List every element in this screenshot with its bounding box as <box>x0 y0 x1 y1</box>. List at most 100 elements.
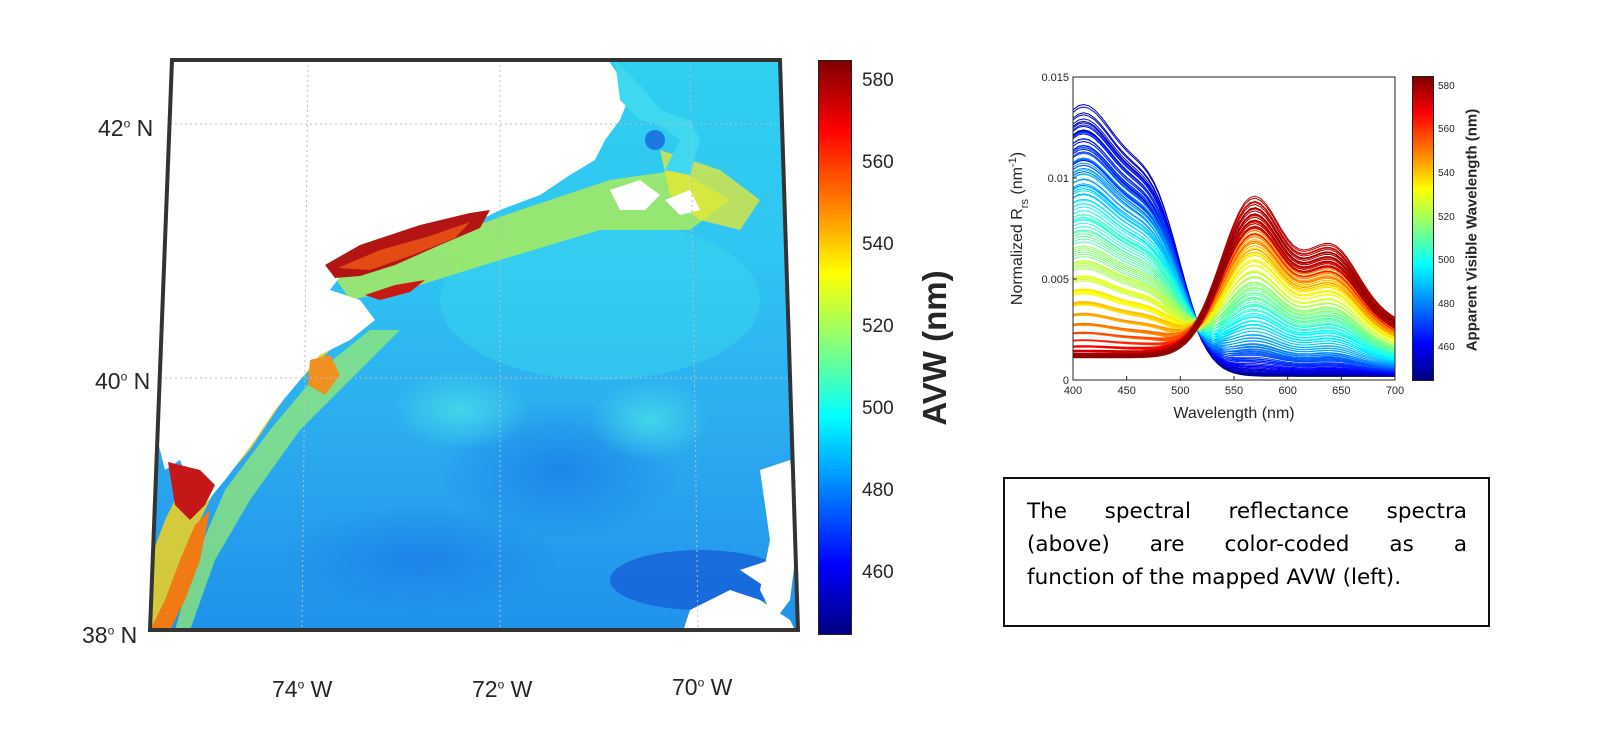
avw-map <box>147 58 801 632</box>
spectrum-line <box>1073 195 1395 352</box>
spectrum-line <box>1073 225 1395 356</box>
spectra-lines <box>1073 103 1395 377</box>
spectrum-line <box>1073 216 1395 351</box>
lat-label-42: 42o N <box>98 115 154 141</box>
spectra-colorbar-label: Apparent Visible Wavelength (nm) <box>1463 108 1481 352</box>
cape-cod <box>615 60 700 175</box>
spectrum-line <box>1073 171 1395 370</box>
x-tick-label: 400 <box>1064 385 1082 397</box>
x-axis-label: Wavelength (nm) <box>1173 405 1294 422</box>
spectrum-line <box>1073 138 1395 370</box>
spectra-colorbar <box>1412 76 1434 381</box>
spectrum-line <box>1073 194 1395 360</box>
spectrum-line <box>1073 210 1395 358</box>
x-tick-label: 600 <box>1278 385 1296 397</box>
spectrum-line <box>1073 218 1395 361</box>
spectrum-line <box>1073 202 1395 355</box>
spectra-colorbar-tick: 500 <box>1438 255 1455 267</box>
caption-line: The spectral reflectance spectra <box>1027 499 1467 524</box>
lat-label-38: 38o N <box>82 622 138 648</box>
map-colorbar-label: AVW (nm) <box>916 270 953 426</box>
spectrum-line <box>1073 241 1395 354</box>
coastal-strip <box>365 280 425 300</box>
coastal-strip <box>308 355 340 395</box>
spectrum-line <box>1073 229 1395 358</box>
spectrum-line <box>1073 253 1395 350</box>
spectrum-line <box>1073 222 1395 355</box>
spectrum-line <box>1073 188 1395 365</box>
spectrum-line <box>1073 233 1395 349</box>
spectrum-line <box>1073 219 1395 358</box>
x-tick-label: 450 <box>1117 385 1135 397</box>
eddy-feature <box>280 505 560 615</box>
spectrum-line <box>1073 164 1395 369</box>
spectrum-line <box>1073 148 1395 375</box>
spectrum-line <box>1073 259 1395 340</box>
spectrum-line <box>1073 266 1395 347</box>
spectrum-line <box>1073 197 1395 354</box>
caption-text: The spectral reflectance spectra (above)… <box>1027 495 1467 594</box>
caption-line: function of the mapped AVW (left). <box>1027 565 1402 590</box>
spectra-chart: 400 450 500 550 600 650 700 0 0.005 0.01 0.015 Wave… <box>1007 72 1404 422</box>
lon-label-72: 72o W <box>472 676 533 702</box>
spectrum-line <box>1073 144 1395 370</box>
spectrum-line <box>1073 145 1395 373</box>
caption-line: (above) are color-coded as a <box>1027 532 1467 557</box>
eddy-feature <box>590 380 710 460</box>
islands <box>665 190 700 215</box>
spectrum-line <box>1073 178 1395 368</box>
coastal-strip <box>150 510 210 630</box>
eddy-feature <box>390 370 530 450</box>
y-axis-label: Normalized Rrs (nm-1) <box>1007 152 1031 305</box>
spectrum-line <box>1073 122 1395 376</box>
spectra-colorbar-tick: 540 <box>1438 168 1455 180</box>
spectrum-line <box>1073 253 1395 337</box>
lon-label-74: 74o W <box>272 676 333 702</box>
spectrum-line <box>1073 203 1395 355</box>
spectrum-line <box>1073 207 1395 357</box>
map-colorbar <box>818 60 852 635</box>
spectrum-line <box>1073 271 1395 343</box>
spectrum-line <box>1073 214 1395 360</box>
map-colorbar-tick: 460 <box>862 562 894 584</box>
spectrum-line <box>1073 260 1395 340</box>
shelf-band <box>175 330 400 630</box>
spectra-colorbar-tick: 560 <box>1438 124 1455 136</box>
spectrum-line <box>1073 251 1395 337</box>
spectrum-line <box>1073 219 1395 353</box>
land-mass <box>150 60 630 510</box>
spectrum-line <box>1073 275 1395 345</box>
spectrum-line <box>1073 214 1395 353</box>
spectrum-line <box>1073 203 1395 363</box>
eddy-feature <box>440 220 760 380</box>
lat-label-40: 40o N <box>95 368 151 394</box>
spectrum-line <box>1073 245 1395 335</box>
cloud-mask <box>740 560 790 590</box>
spectra-colorbar-tick: 520 <box>1438 211 1455 223</box>
lon-label-70: 70o W <box>672 674 733 700</box>
spectrum-line <box>1073 131 1395 369</box>
spectrum-line <box>1073 140 1395 375</box>
spectrum-line <box>1073 206 1395 357</box>
map-colorbar-tick: 480 <box>862 480 894 502</box>
islands <box>610 180 660 210</box>
cape-cod-bay <box>645 130 665 150</box>
map-colorbar-tick: 580 <box>862 69 894 91</box>
spectrum-line <box>1073 270 1395 343</box>
x-tick-label: 650 <box>1332 385 1350 397</box>
spectrum-line <box>1073 265 1395 341</box>
graticule <box>160 60 790 630</box>
y-tick-label: 0.005 <box>1041 274 1069 286</box>
y-tick-label: 0 <box>1063 375 1069 387</box>
x-tick-label: 700 <box>1386 385 1404 397</box>
spectra-colorbar-tick: 460 <box>1438 342 1455 354</box>
spectrum-line <box>1073 159 1395 374</box>
spectrum-line <box>1073 230 1395 347</box>
spectrum-line <box>1073 254 1395 338</box>
long-island-edge <box>338 222 470 270</box>
spectrum-line <box>1073 225 1395 359</box>
spectrum-line <box>1073 268 1395 349</box>
spectrum-line <box>1073 256 1395 352</box>
spectrum-line <box>1073 247 1395 335</box>
map-colorbar-tick: 520 <box>862 315 894 337</box>
